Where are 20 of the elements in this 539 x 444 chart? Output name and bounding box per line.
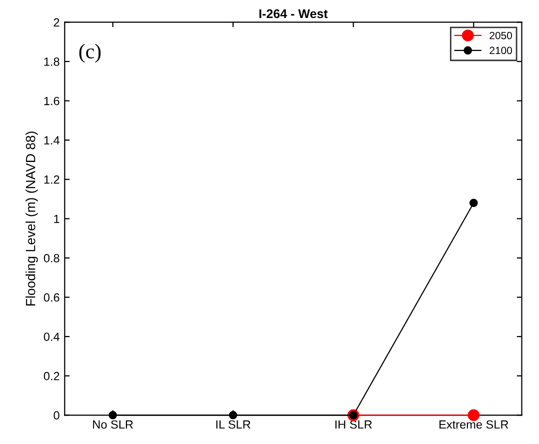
- annotation: (c): [79, 44, 101, 63]
- x-tick-label: IL SLR: [216, 420, 250, 429]
- y-tick-label: 0.2: [44, 372, 60, 380]
- y-tick-label: 2: [54, 18, 60, 26]
- y-tick-label: 0.6: [44, 293, 60, 302]
- legend-label: 2050: [490, 32, 512, 40]
- y-tick-label: 1.2: [44, 175, 60, 184]
- y-tick-label: 0.4: [44, 332, 60, 341]
- x-tick-label: Extreme SLR: [440, 420, 508, 429]
- x-tick-label: No SLR: [93, 420, 133, 429]
- y-tick-label: 0: [54, 411, 60, 420]
- y-tick-label: 1.8: [44, 58, 60, 66]
- y-tick-label: 1: [54, 214, 60, 223]
- y-axis-title: Flooding Level (m) (NAVD 88): [26, 132, 38, 306]
- x-tick-label: IH SLR: [335, 420, 372, 429]
- y-tick-label: 1.6: [44, 96, 60, 106]
- y-tick-label: 0.8: [44, 254, 60, 262]
- y-tick-label: 1.4: [44, 136, 60, 144]
- legend-label: 2100: [490, 46, 512, 54]
- chart-title: I-264 - West: [259, 9, 328, 18]
